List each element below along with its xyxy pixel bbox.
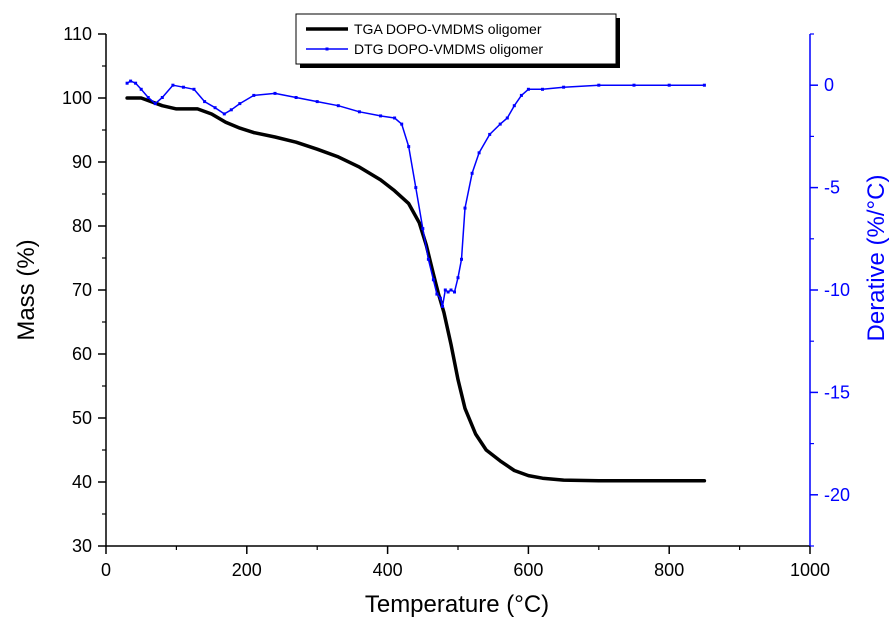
dtg-point [447, 291, 450, 294]
y-tick-label: 40 [72, 472, 92, 492]
x-tick-label: 800 [654, 560, 684, 580]
dtg-point [203, 100, 206, 103]
dtg-point [541, 88, 544, 91]
dtg-point [274, 92, 277, 95]
dtg-point [471, 172, 474, 175]
dtg-point [134, 82, 137, 85]
y2-tick-label: -5 [824, 178, 840, 198]
dtg-point [154, 102, 157, 105]
dtg-point [214, 106, 217, 109]
series-layer [126, 80, 706, 481]
dtg-point [703, 84, 706, 87]
y-tick-label: 100 [62, 88, 92, 108]
x-tick-label: 600 [513, 560, 543, 580]
dtg-point [407, 145, 410, 148]
dtg-point [441, 305, 444, 308]
dtg-point [506, 117, 509, 120]
y-tick-label: 110 [63, 24, 92, 44]
y2-tick-label: -20 [824, 485, 850, 505]
y-axis-title: Mass (%) [13, 239, 40, 340]
dtg-point [597, 84, 600, 87]
x-tick-label: 0 [101, 560, 111, 580]
dtg-point [358, 110, 361, 113]
x-tick-label: 400 [373, 560, 403, 580]
dtg-point [182, 86, 185, 89]
dtg-point [223, 112, 226, 115]
x-tick-label: 1000 [790, 560, 830, 580]
dtg-point [316, 100, 319, 103]
dtg-point [126, 82, 129, 85]
dtg-point [393, 117, 396, 120]
dtg-point [520, 94, 523, 97]
dtg-point [464, 207, 467, 210]
dtg-point [427, 258, 430, 261]
dtg-point [633, 84, 636, 87]
dtg-point [444, 289, 447, 292]
dtg-point [432, 278, 435, 281]
dtg-point [379, 114, 382, 117]
dtg-point [337, 104, 340, 107]
tga-line [127, 98, 704, 481]
dtg-point [513, 104, 516, 107]
dtg-point [478, 151, 481, 154]
dtg-point [488, 133, 491, 136]
y2-tick-label: -10 [824, 280, 850, 300]
y-tick-label: 50 [72, 408, 92, 428]
dtg-point [460, 258, 463, 261]
dtg-point [414, 186, 417, 189]
y-tick-label: 30 [72, 536, 92, 556]
y2-tick-label: 0 [824, 75, 834, 95]
dtg-point [400, 123, 403, 126]
dtg-point [140, 88, 143, 91]
legend: TGA DOPO-VMDMS oligomer DTG DOPO-VMDMS ol… [296, 14, 620, 68]
dtg-point [527, 88, 530, 91]
dtg-point [193, 88, 196, 91]
dtg-point [439, 297, 442, 300]
dtg-point [230, 108, 233, 111]
dtg-point [562, 86, 565, 89]
y-tick-label: 90 [72, 152, 92, 172]
legend-marker-dtg [326, 48, 329, 51]
y-tick-label: 80 [72, 216, 92, 236]
dtg-point [129, 80, 132, 83]
dtg-point [238, 102, 241, 105]
dtg-point [450, 289, 453, 292]
y-tick-label: 70 [72, 280, 92, 300]
y-tick-label: 60 [72, 344, 92, 364]
x-axis-title: Temperature (°C) [365, 591, 549, 618]
dtg-point [421, 227, 424, 230]
dtg-point [457, 276, 460, 279]
dtg-point [171, 84, 174, 87]
dtg-point [453, 291, 456, 294]
y2-axis-title: Derative (%/°C) [863, 175, 890, 342]
dtg-point [161, 96, 164, 99]
dtg-point [147, 96, 150, 99]
x-tick-label: 200 [232, 560, 262, 580]
dtg-point [435, 293, 438, 296]
dtg-point [252, 94, 255, 97]
dtg-point [668, 84, 671, 87]
dtg-point [295, 96, 298, 99]
y2-tick-label: -15 [824, 382, 850, 402]
legend-label-tga: TGA DOPO-VMDMS oligomer [354, 21, 542, 37]
legend-label-dtg: DTG DOPO-VMDMS oligomer [354, 41, 543, 57]
dtg-point [499, 123, 502, 126]
